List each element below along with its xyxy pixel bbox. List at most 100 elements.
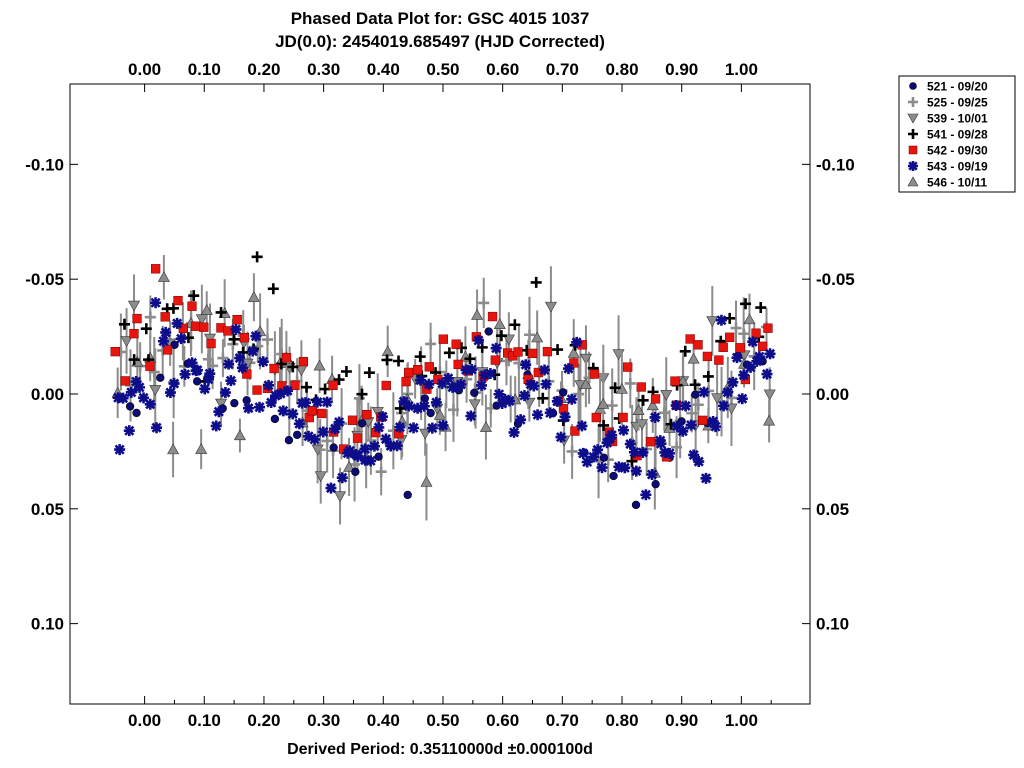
data-point bbox=[168, 378, 180, 390]
data-point bbox=[567, 346, 580, 358]
data-point bbox=[247, 291, 260, 302]
data-point bbox=[453, 359, 463, 370]
data-point bbox=[287, 408, 299, 420]
data-point bbox=[358, 419, 367, 428]
data-point bbox=[523, 397, 536, 409]
data-point bbox=[123, 425, 135, 437]
data-point bbox=[351, 467, 360, 477]
data-point bbox=[232, 315, 242, 325]
data-point bbox=[325, 482, 337, 494]
data-point bbox=[206, 338, 216, 349]
data-point bbox=[688, 449, 700, 461]
data-point bbox=[157, 335, 169, 347]
data-point bbox=[371, 407, 384, 418]
data-point bbox=[606, 400, 618, 412]
data-point bbox=[374, 452, 383, 461]
data-point bbox=[333, 416, 345, 428]
legend-marker bbox=[909, 82, 917, 90]
data-point bbox=[132, 313, 142, 324]
data-point bbox=[472, 334, 484, 346]
data-point bbox=[430, 396, 442, 408]
legend-marker bbox=[908, 161, 918, 171]
data-point bbox=[242, 396, 251, 405]
data-point bbox=[230, 399, 239, 408]
data-point bbox=[468, 399, 481, 411]
data-point bbox=[544, 301, 557, 313]
data-point bbox=[559, 388, 568, 397]
data-point bbox=[558, 404, 569, 414]
data-point bbox=[698, 415, 708, 426]
data-point bbox=[487, 311, 498, 322]
data-point bbox=[321, 396, 333, 408]
data-point bbox=[423, 378, 435, 390]
data-point bbox=[502, 334, 515, 346]
data-point bbox=[223, 358, 235, 370]
data-point bbox=[687, 352, 700, 364]
data-point bbox=[333, 374, 345, 386]
data-point bbox=[398, 396, 410, 408]
data-point bbox=[186, 357, 198, 369]
data-point bbox=[747, 336, 759, 348]
data-point bbox=[589, 369, 600, 379]
data-point bbox=[424, 362, 434, 372]
x-tick-label-bottom: 0.10 bbox=[188, 711, 221, 730]
data-point bbox=[731, 352, 743, 364]
data-point bbox=[508, 426, 520, 438]
data-point bbox=[200, 304, 213, 315]
data-point bbox=[523, 329, 535, 341]
data-point bbox=[412, 402, 424, 414]
data-point bbox=[680, 400, 692, 412]
data-point bbox=[199, 322, 209, 332]
x-tick-label-bottom: 0.70 bbox=[546, 711, 579, 730]
data-point bbox=[314, 471, 327, 483]
data-point bbox=[693, 456, 705, 468]
data-point bbox=[566, 445, 578, 457]
data-point bbox=[484, 367, 496, 379]
data-points bbox=[110, 251, 776, 525]
chart-subtitle: JD(0.0): 2454019.685497 (HJD Corrected) bbox=[275, 32, 605, 51]
data-point bbox=[490, 342, 502, 354]
legend-entry-label: 539 - 10/01 bbox=[927, 112, 988, 126]
data-point bbox=[626, 455, 638, 467]
data-point bbox=[711, 393, 724, 405]
data-point bbox=[215, 306, 227, 318]
data-point bbox=[303, 430, 315, 442]
data-point bbox=[562, 363, 574, 375]
data-point bbox=[118, 318, 130, 330]
data-point bbox=[700, 472, 712, 484]
legend-marker bbox=[907, 113, 919, 124]
data-point bbox=[408, 422, 420, 434]
data-point bbox=[120, 376, 130, 386]
data-point bbox=[150, 297, 162, 309]
data-point bbox=[329, 443, 338, 452]
data-point bbox=[763, 389, 776, 401]
x-axis-label: Derived Period: 0.35110000d ±0.000100d bbox=[287, 741, 593, 758]
data-point bbox=[646, 399, 659, 411]
data-point bbox=[495, 330, 507, 342]
data-point bbox=[284, 436, 294, 445]
data-point bbox=[164, 387, 176, 399]
data-point bbox=[381, 354, 393, 366]
y-tick-label-left: 0.10 bbox=[31, 615, 64, 634]
data-point bbox=[329, 423, 341, 435]
data-point bbox=[391, 440, 403, 452]
data-point bbox=[219, 387, 231, 399]
data-point bbox=[646, 468, 658, 480]
data-point bbox=[499, 393, 511, 405]
data-point bbox=[552, 344, 564, 356]
data-point bbox=[438, 334, 448, 344]
data-point bbox=[403, 490, 412, 500]
data-point bbox=[715, 314, 727, 326]
data-point bbox=[617, 424, 629, 436]
data-point bbox=[236, 362, 248, 374]
data-point bbox=[761, 368, 773, 380]
data-point bbox=[365, 455, 377, 467]
data-point bbox=[223, 326, 233, 336]
data-point bbox=[581, 456, 593, 468]
x-tick-label-top: 0.40 bbox=[367, 60, 400, 79]
data-point bbox=[698, 386, 710, 398]
data-point bbox=[162, 345, 173, 355]
y-tick-label-left: 0.05 bbox=[31, 500, 64, 519]
data-point bbox=[188, 290, 200, 302]
data-point bbox=[651, 480, 660, 489]
